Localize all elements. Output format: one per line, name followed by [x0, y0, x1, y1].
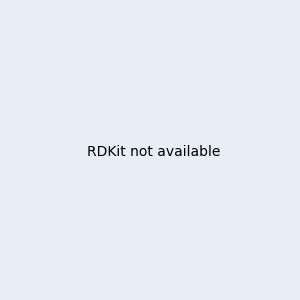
Text: RDKit not available: RDKit not available [87, 145, 220, 158]
